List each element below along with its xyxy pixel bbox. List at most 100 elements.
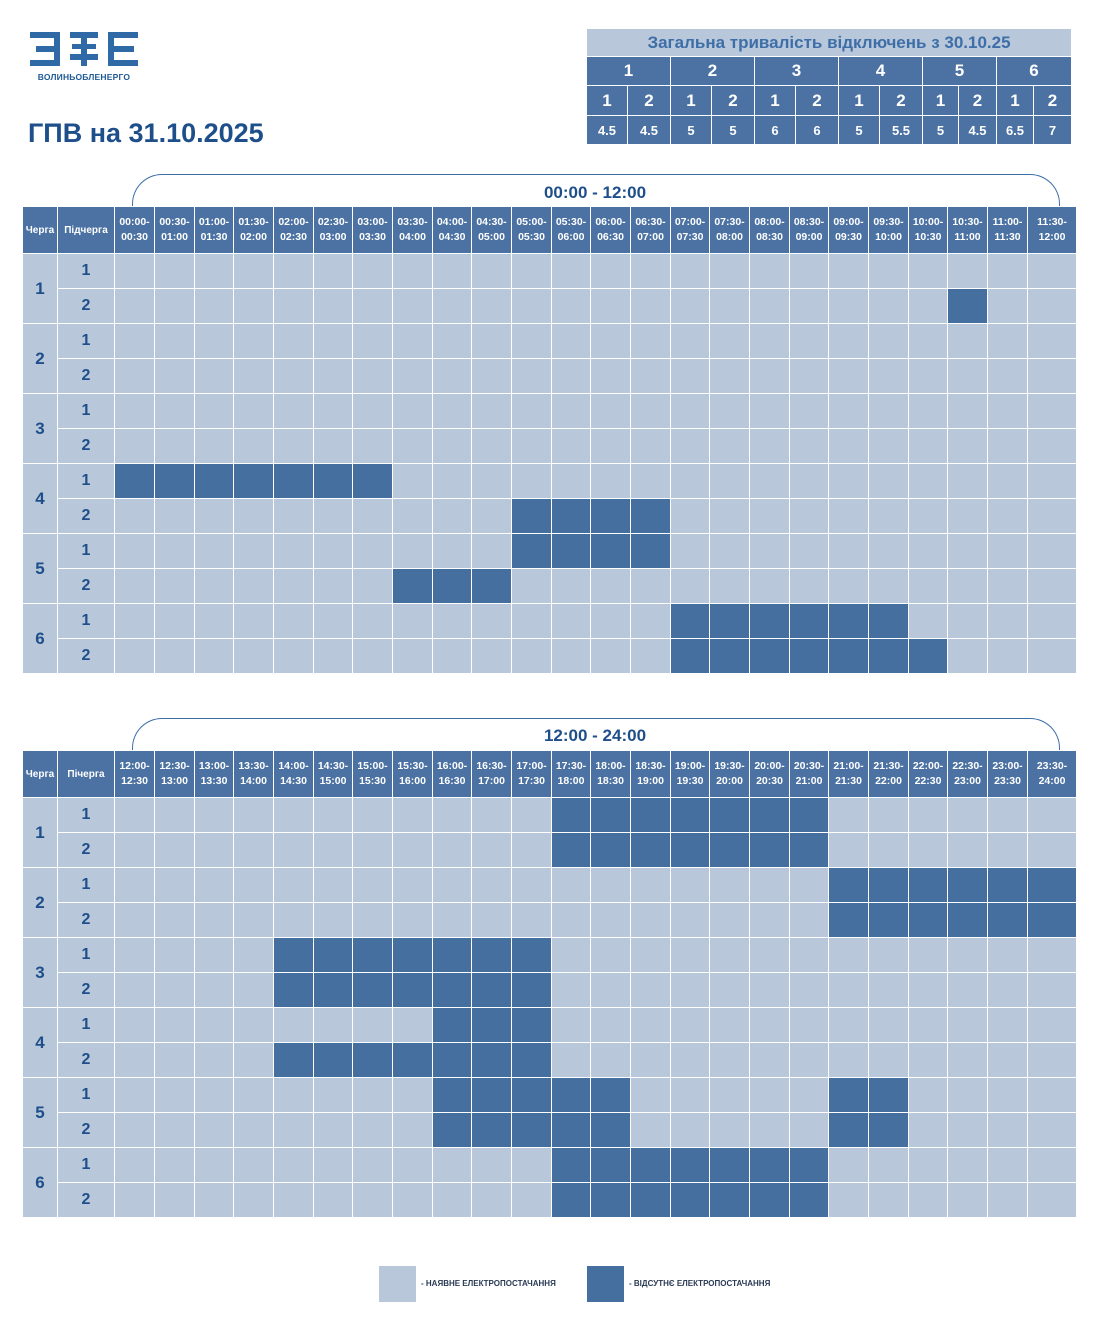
slot-power-on (1027, 1182, 1077, 1218)
slot-power-on (1027, 463, 1077, 499)
slot-power-on (868, 937, 909, 973)
time-slot-header: 10:00- 10:30 (908, 206, 948, 254)
slot-power-on (432, 288, 472, 324)
queue-number: 3 (22, 937, 58, 1008)
subqueue-number: 2 (57, 428, 115, 464)
slot-power-on (590, 937, 631, 973)
slot-power-on (352, 1182, 393, 1218)
slot-power-on (749, 393, 790, 429)
time-slot-header: 14:00- 14:30 (273, 750, 314, 798)
slot-power-on (868, 393, 909, 429)
slot-power-on (551, 867, 591, 903)
slot-power-on (670, 1007, 710, 1043)
legend-swatch-absent (587, 1266, 624, 1302)
slot-power-on (194, 533, 234, 569)
slot-power-on (947, 797, 988, 833)
slot-power-on (154, 323, 195, 359)
slot-power-on (749, 972, 790, 1008)
slot-power-on (392, 867, 433, 903)
slot-power-on (789, 323, 829, 359)
legend-swatch-available (379, 1266, 416, 1302)
slot-power-on (233, 1147, 274, 1183)
slot-power-on (114, 1147, 155, 1183)
time-slot-header: 01:00- 01:30 (194, 206, 234, 254)
slot-power-on (273, 498, 314, 534)
summary-queue-1: 1 (586, 56, 671, 86)
slot-power-on (630, 253, 671, 289)
slot-power-off (590, 832, 631, 868)
summary-duration: 6 (754, 115, 796, 145)
slot-power-on (828, 323, 869, 359)
queue-number: 4 (22, 1007, 58, 1078)
slot-power-off (432, 1112, 472, 1148)
schedule-row: 2 (23, 832, 1077, 868)
slot-power-on (590, 867, 631, 903)
logo-caption: ВОЛИНЬОБЛЕНЕРГО (37, 72, 131, 82)
slot-power-on (114, 832, 155, 868)
slot-power-on (828, 937, 869, 973)
slot-power-on (154, 358, 195, 394)
slot-power-on (511, 323, 552, 359)
slot-power-off (908, 638, 948, 674)
slot-power-on (194, 288, 234, 324)
slot-power-off (947, 867, 988, 903)
slot-power-off (392, 937, 433, 973)
slot-power-on (709, 568, 750, 604)
slot-power-on (1027, 937, 1077, 973)
subqueue-column-header: Підчерга (57, 206, 115, 254)
time-slot-header: 16:30- 17:00 (471, 750, 512, 798)
slot-power-off (273, 937, 314, 973)
slot-power-on (392, 358, 433, 394)
slot-power-on (352, 638, 393, 674)
slot-power-on (392, 463, 433, 499)
slot-power-on (154, 937, 195, 973)
slot-power-on (1027, 428, 1077, 464)
subqueue-number: 2 (57, 1182, 115, 1218)
slot-power-on (114, 972, 155, 1008)
slot-power-on (987, 358, 1028, 394)
slot-power-on (313, 1007, 353, 1043)
slot-power-on (709, 323, 750, 359)
slot-power-off (590, 533, 631, 569)
slot-power-off (789, 1147, 829, 1183)
slot-power-on (114, 1042, 155, 1078)
slot-power-off (432, 1007, 472, 1043)
slot-power-on (947, 638, 988, 674)
slot-power-on (432, 867, 472, 903)
slot-power-on (670, 1077, 710, 1113)
slot-power-on (828, 463, 869, 499)
slot-power-on (273, 358, 314, 394)
slot-power-on (828, 1147, 869, 1183)
slot-power-on (273, 1077, 314, 1113)
slot-power-on (511, 797, 552, 833)
slot-power-on (471, 797, 512, 833)
slot-power-on (789, 937, 829, 973)
schedule-row: 2 (23, 638, 1077, 674)
slot-power-off (471, 1042, 512, 1078)
slot-power-on (114, 288, 155, 324)
slot-power-on (432, 832, 472, 868)
slot-power-on (630, 288, 671, 324)
slot-power-off (670, 603, 710, 639)
summary-duration: 4.5 (958, 115, 997, 145)
slot-power-on (670, 358, 710, 394)
slot-power-on (511, 393, 552, 429)
slot-power-on (709, 902, 750, 938)
slot-power-on (670, 393, 710, 429)
slot-power-on (828, 393, 869, 429)
slot-power-on (749, 937, 790, 973)
slot-power-on (233, 498, 274, 534)
slot-power-off (828, 867, 869, 903)
slot-power-on (194, 1112, 234, 1148)
slot-power-off (511, 498, 552, 534)
time-slot-header: 07:00- 07:30 (670, 206, 710, 254)
slot-power-on (471, 832, 512, 868)
slot-power-on (273, 1007, 314, 1043)
slot-power-on (313, 288, 353, 324)
slot-power-on (590, 568, 631, 604)
queue-number: 1 (22, 253, 58, 324)
schedule-row: 2 (23, 1112, 1077, 1148)
slot-power-on (233, 797, 274, 833)
